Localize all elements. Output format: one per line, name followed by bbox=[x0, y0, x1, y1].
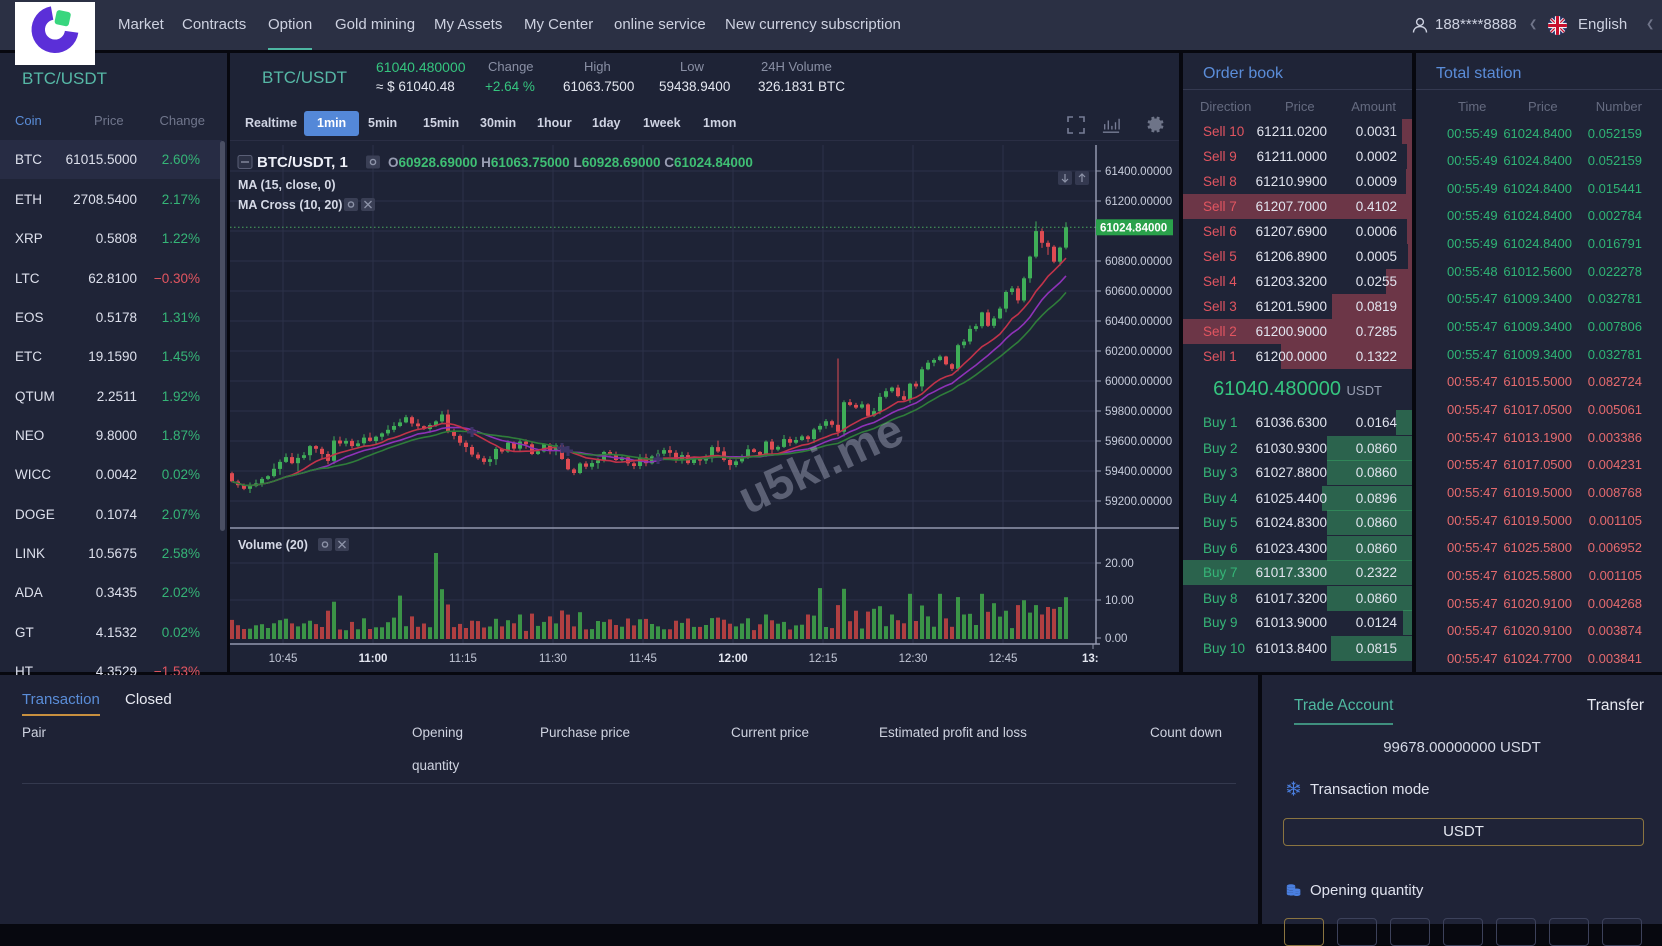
svg-text:59200.00000: 59200.00000 bbox=[1105, 496, 1172, 508]
svg-text:60600.00000: 60600.00000 bbox=[1105, 286, 1172, 298]
svg-text:MA (15, close, 0): MA (15, close, 0) bbox=[238, 178, 336, 192]
svg-text:12:45: 12:45 bbox=[989, 653, 1018, 665]
svg-text:61200.00000: 61200.00000 bbox=[1105, 196, 1172, 208]
svg-text:60200.00000: 60200.00000 bbox=[1105, 346, 1172, 358]
svg-text:60400.00000: 60400.00000 bbox=[1105, 316, 1172, 328]
svg-text:12:15: 12:15 bbox=[809, 653, 838, 665]
svg-text:u5ki.me: u5ki.me bbox=[730, 402, 911, 524]
svg-text:11:00: 11:00 bbox=[359, 653, 388, 665]
svg-text:60800.00000: 60800.00000 bbox=[1105, 256, 1172, 268]
svg-text:0.00: 0.00 bbox=[1105, 633, 1127, 645]
svg-text:12:00: 12:00 bbox=[718, 653, 747, 665]
svg-text:BTC/USDT, 1: BTC/USDT, 1 bbox=[257, 154, 348, 171]
svg-text:MA Cross (10, 20): MA Cross (10, 20) bbox=[238, 198, 342, 212]
svg-text:12:30: 12:30 bbox=[899, 653, 928, 665]
svg-text:11:30: 11:30 bbox=[539, 653, 567, 665]
svg-text:Volume (20): Volume (20) bbox=[238, 538, 308, 552]
svg-text:59800.00000: 59800.00000 bbox=[1105, 406, 1172, 418]
svg-text:O60928.69000 H61063.75000 L6: O60928.69000 H61063.75000 L60928.69000 C… bbox=[388, 155, 753, 170]
svg-text:61024.84000: 61024.84000 bbox=[1100, 222, 1167, 234]
svg-text:11:45: 11:45 bbox=[629, 653, 657, 665]
svg-text:20.00: 20.00 bbox=[1105, 558, 1134, 570]
svg-text:60000.00000: 60000.00000 bbox=[1105, 376, 1172, 388]
svg-text:59400.00000: 59400.00000 bbox=[1105, 466, 1172, 478]
svg-text:11:15: 11:15 bbox=[449, 653, 477, 665]
svg-text:13:: 13: bbox=[1082, 653, 1099, 665]
svg-text:10:45: 10:45 bbox=[269, 653, 298, 665]
svg-text:61400.00000: 61400.00000 bbox=[1105, 166, 1172, 178]
svg-text:59600.00000: 59600.00000 bbox=[1105, 436, 1172, 448]
svg-text:10.00: 10.00 bbox=[1105, 595, 1134, 607]
